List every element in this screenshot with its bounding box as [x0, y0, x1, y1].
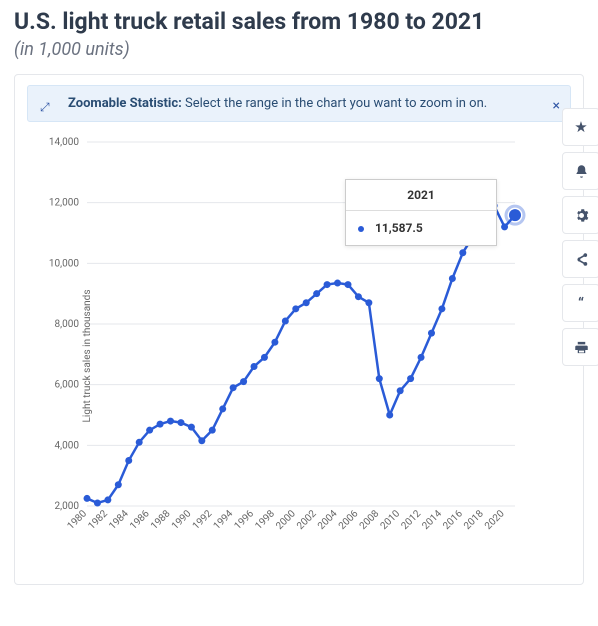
svg-text:2010: 2010 [379, 508, 403, 532]
info-label: Zoomable Statistic: [68, 96, 182, 111]
svg-text:2020: 2020 [483, 508, 507, 532]
gear-icon [574, 208, 589, 223]
svg-text:1998: 1998 [253, 508, 277, 532]
close-icon[interactable]: × [553, 98, 560, 114]
svg-text:8,000: 8,000 [55, 319, 80, 330]
svg-text:2018: 2018 [462, 508, 486, 532]
share-icon [574, 252, 589, 267]
favorite-button[interactable]: ★ [562, 108, 598, 146]
svg-text:2004: 2004 [316, 508, 340, 532]
svg-text:2,000: 2,000 [55, 501, 80, 512]
svg-text:1984: 1984 [107, 508, 131, 532]
bell-icon [574, 164, 589, 179]
tooltip-dot-icon [358, 226, 364, 232]
print-icon [574, 340, 589, 355]
svg-text:2016: 2016 [441, 508, 465, 532]
svg-text:10,000: 10,000 [49, 258, 79, 269]
print-button[interactable] [562, 328, 598, 366]
svg-text:6,000: 6,000 [55, 380, 80, 391]
settings-button[interactable] [562, 196, 598, 234]
chart-area[interactable]: Light truck sales in thousands 2,000 4,00… [27, 136, 571, 576]
svg-text:2000: 2000 [274, 508, 298, 532]
svg-text:1986: 1986 [128, 508, 152, 532]
svg-text:1996: 1996 [232, 508, 256, 532]
expand-icon: ⤢ [40, 100, 50, 115]
svg-text:1982: 1982 [86, 508, 110, 532]
svg-text:4,000: 4,000 [55, 440, 80, 451]
svg-text:14,000: 14,000 [49, 137, 79, 148]
chart-card: ⤢ Zoomable Statistic: Select the range i… [14, 74, 584, 585]
tooltip-value: 11,587.5 [375, 221, 423, 235]
tooltip-year: 2021 [346, 180, 496, 211]
cite-button[interactable]: “ [562, 284, 598, 322]
star-icon: ★ [574, 118, 587, 136]
svg-text:2008: 2008 [358, 508, 382, 532]
svg-text:2012: 2012 [399, 508, 423, 532]
svg-text:2014: 2014 [420, 508, 444, 532]
svg-text:1994: 1994 [212, 508, 236, 532]
share-button[interactable] [562, 240, 598, 278]
info-text: Select the range in the chart you want t… [182, 96, 487, 111]
zoom-info-banner: ⤢ Zoomable Statistic: Select the range i… [27, 85, 571, 122]
svg-text:2006: 2006 [337, 508, 361, 532]
svg-text:1988: 1988 [149, 508, 173, 532]
alert-button[interactable] [562, 152, 598, 190]
page-subtitle: (in 1,000 units) [14, 39, 584, 60]
tooltip: 2021 11,587.5 [345, 179, 497, 246]
svg-text:12,000: 12,000 [49, 198, 79, 209]
svg-text:1990: 1990 [170, 508, 194, 532]
svg-text:1992: 1992 [191, 508, 215, 532]
page-title: U.S. light truck retail sales from 1980 … [14, 8, 584, 35]
quote-icon: “ [578, 294, 584, 312]
y-axis-title: Light truck sales in thousands [82, 290, 93, 423]
svg-text:2002: 2002 [295, 508, 319, 532]
side-toolbar: ★ “ [562, 108, 598, 366]
